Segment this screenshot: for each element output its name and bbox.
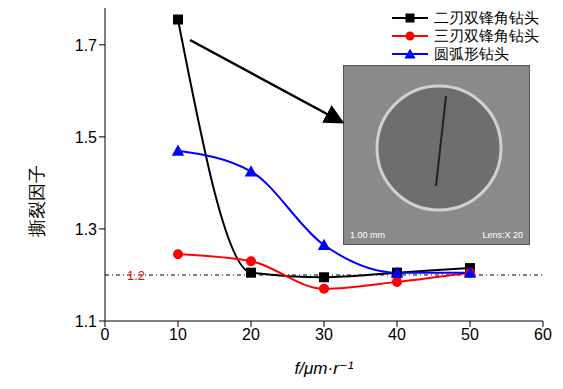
svg-text:20: 20 bbox=[242, 326, 260, 343]
svg-text:1.1: 1.1 bbox=[75, 313, 97, 330]
svg-text:1.2: 1.2 bbox=[127, 268, 145, 283]
svg-text:1.7: 1.7 bbox=[75, 37, 97, 54]
svg-text:50: 50 bbox=[461, 326, 479, 343]
html-text:二刃双锋角钻头: 二刃双锋角钻头 bbox=[434, 8, 539, 26]
svg-text:f/μm·r⁻¹: f/μm·r⁻¹ bbox=[295, 359, 354, 378]
svg-text:40: 40 bbox=[388, 326, 406, 343]
html-text:圆弧形钻头: 圆弧形钻头 bbox=[434, 44, 509, 62]
html-text:1.00 mm: 1.00 mm bbox=[350, 230, 385, 240]
svg-text:60: 60 bbox=[534, 326, 552, 343]
html-text:Lens:X 20: Lens:X 20 bbox=[482, 230, 523, 240]
svg-text:1.5: 1.5 bbox=[75, 129, 97, 146]
svg-text:撕裂因子: 撕裂因子 bbox=[27, 165, 47, 237]
svg-text:10: 10 bbox=[169, 326, 187, 343]
svg-text:30: 30 bbox=[315, 326, 333, 343]
html-text:三刃双锋角钻头: 三刃双锋角钻头 bbox=[434, 26, 539, 44]
svg-text:0: 0 bbox=[101, 326, 110, 343]
svg-text:1.3: 1.3 bbox=[75, 221, 97, 238]
